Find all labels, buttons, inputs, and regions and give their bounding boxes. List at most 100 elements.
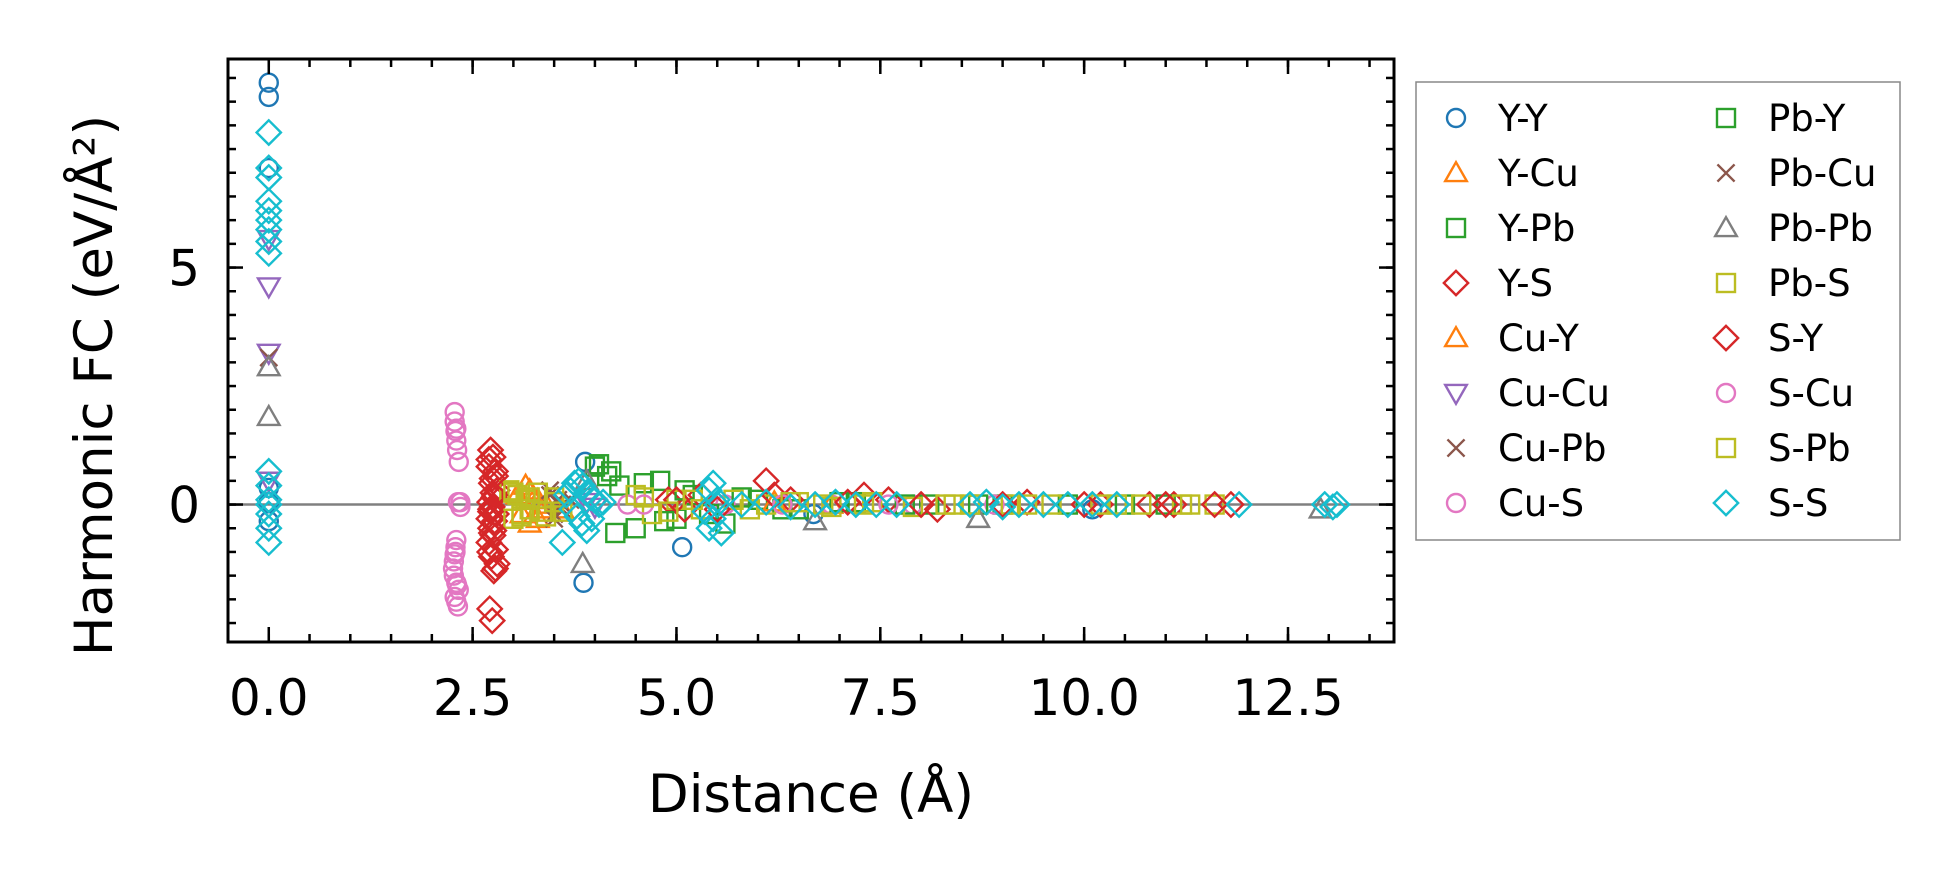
data-point [443,551,465,572]
data-point [813,494,834,515]
legend-label: Pb-Cu [1768,152,1876,195]
legend-item: S-Y [1712,317,1823,360]
legend-label: Y-Y [1497,97,1548,140]
x-tick-label: 7.5 [841,669,921,727]
data-point [1016,494,1038,515]
legend-label: Pb-Pb [1768,207,1873,250]
data-point [446,529,467,551]
legend-marker [1442,269,1470,297]
legend-item: Pb-Y [1715,97,1846,140]
data-point [1090,494,1111,515]
data-point [254,206,283,235]
x-tick-label: 12.5 [1232,669,1343,727]
data-point [1151,490,1180,519]
data-point [481,554,510,583]
data-point [703,490,732,519]
data-point [802,507,828,531]
data-point [853,494,875,515]
data-point [445,541,466,563]
data-point [801,490,829,519]
data-point [254,490,283,519]
data-point [446,430,467,451]
y-axis-title: Harmonic FC (eV/Å²) [61,115,125,656]
legend-marker [1712,489,1740,517]
legend-marker [1713,214,1739,238]
data-point [633,487,655,508]
x-tick-label: 5.0 [637,669,717,727]
data-point [254,514,283,543]
y-tick-label: 0 [168,477,200,535]
data-point [1323,490,1351,519]
data-point [1200,490,1229,519]
data-point [1179,494,1201,515]
data-point [988,493,1017,521]
data-point [752,466,781,495]
legend-item: Y-Pb [1445,207,1575,250]
data-point [682,489,703,511]
data-point [549,496,576,519]
legend-item: Y-Y [1445,97,1548,140]
x-tick-label: 2.5 [433,669,513,727]
data-point [476,436,505,464]
x-tick-label: 0.0 [229,669,309,727]
legend-item: Pb-Cu [1716,152,1876,195]
data-point [255,277,282,300]
legend-item: Cu-Y [1443,317,1579,360]
series-pb-pb [255,353,1334,574]
tick-labels-layer: 0.0 2.5 5.0 7.5 10.0 12.5 0 5 [168,240,1343,727]
data-point [1000,494,1021,515]
plot-frame [226,57,1396,644]
data-point [475,594,504,623]
legend-marker [1445,107,1467,129]
data-point [573,572,594,593]
legend-box [1415,81,1901,541]
legend-marker [1715,437,1737,459]
data-point [649,470,671,492]
data-point [956,490,984,519]
data-point [479,443,507,471]
data-point [543,491,565,513]
data-point [596,465,618,487]
data-point [972,488,1001,517]
data-point [475,445,503,474]
legend-label: S-Pb [1768,427,1851,470]
data-point [1131,494,1152,515]
legend-item: Pb-Pb [1713,207,1873,250]
data-point [255,403,282,427]
legend-item: Pb-S [1715,262,1851,305]
x-tick-label: 10.0 [1028,669,1139,727]
legend-marker [1443,383,1469,407]
legend-marker [1716,163,1736,183]
data-point [1225,490,1253,519]
legend-label: Pb-S [1768,262,1851,305]
legend-label: Cu-Cu [1498,372,1610,415]
legend-item: Y-Cu [1443,152,1579,195]
data-point [255,343,282,367]
data-point [254,227,283,256]
legend-label: S-Cu [1768,372,1854,415]
legend-label: Cu-Pb [1498,427,1606,470]
data-point [605,522,626,544]
legend-marker [1715,272,1737,294]
data-point [862,490,891,519]
legend-label: S-Y [1768,317,1823,360]
data-point [254,187,283,216]
legend-marker [1445,217,1467,239]
series-s-s [254,118,1351,557]
data-point [447,596,469,617]
data-point [254,485,283,514]
data-point [577,504,606,533]
data-point [258,157,279,179]
legend-marker [1715,107,1737,129]
data-point [254,154,283,182]
legend-item: Y-S [1442,262,1553,305]
data-point [1102,490,1131,519]
data-point [519,487,540,508]
data-point [707,519,736,547]
legend-label: Pb-Y [1768,97,1846,140]
data-point [727,490,756,519]
data-point [907,490,935,519]
data-point [446,574,468,596]
data-point [625,518,646,539]
